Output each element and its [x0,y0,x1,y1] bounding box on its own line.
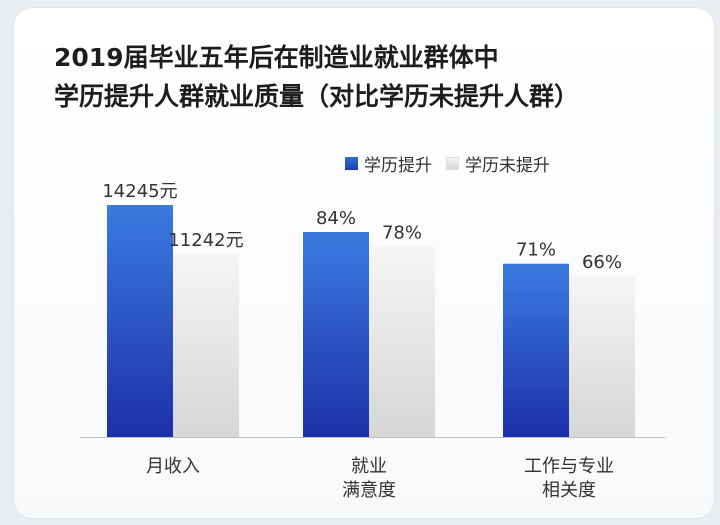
category-label-1-1: 满意度 [342,480,396,501]
data-label-series-b-1: 78% [382,223,422,244]
data-label-series-a-1: 84% [316,208,356,229]
legend-swatch-series-a [345,157,358,170]
bar-series-b-1 [369,246,435,437]
chart-title: 2019届毕业五年后在制造业就业群体中 学历提升人群就业质量（对比学历未提升人群… [54,38,694,116]
legend: 学历提升 学历未提升 [345,151,564,176]
data-label-series-a-0: 14245元 [102,181,177,202]
category-label-2-1: 相关度 [542,480,596,501]
legend-item-series-b: 学历未提升 [446,151,550,176]
bar-series-b-2 [569,275,635,437]
category-label-1-0: 就业 [351,456,387,477]
bar-series-a-0 [107,205,173,437]
title-line-1: 2019届毕业五年后在制造业就业群体中 [54,43,499,72]
category-label-0-0: 月收入 [146,456,200,477]
legend-label-series-a: 学历提升 [364,156,432,176]
legend-swatch-series-b [446,157,459,170]
bar-series-a-2 [503,263,569,437]
legend-label-series-b: 学历未提升 [465,156,550,176]
data-label-series-b-0: 11242元 [168,230,243,251]
legend-item-series-a: 学历提升 [345,151,432,176]
title-line-2: 学历提升人群就业质量（对比学历未提升人群） [54,82,580,111]
bar-series-a-1 [303,232,369,437]
data-label-series-a-2: 71% [516,240,556,261]
data-label-series-b-2: 66% [582,252,622,273]
bar-series-b-0 [173,253,239,437]
category-label-2-0: 工作与专业 [524,456,614,477]
